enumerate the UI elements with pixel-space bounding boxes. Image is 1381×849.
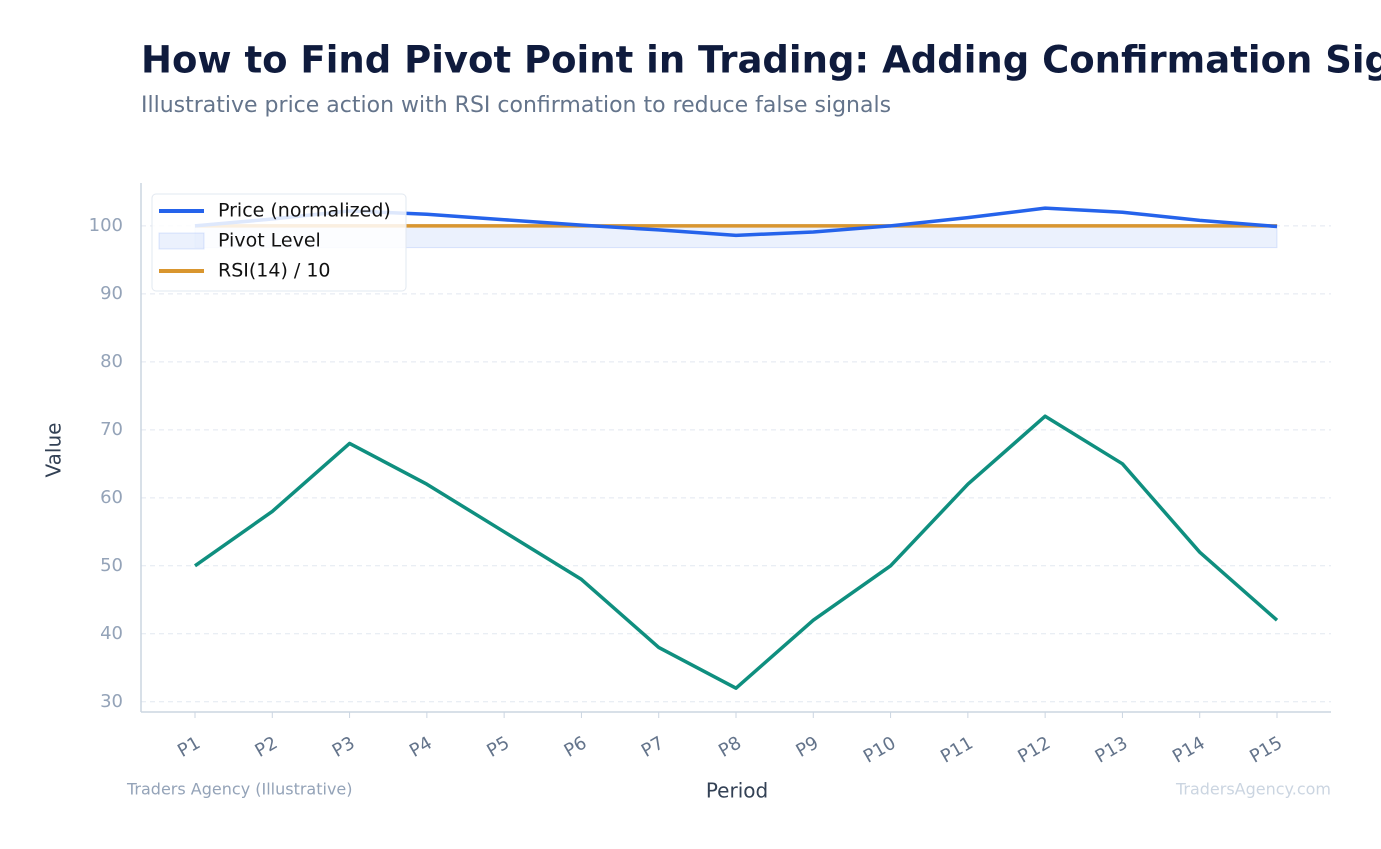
y-tick-label: 70 [100, 419, 123, 440]
y-axis-label: Value [42, 423, 66, 478]
x-tick-label: P6 [561, 732, 591, 761]
x-tick-label: P9 [792, 732, 822, 761]
x-tick-label: P7 [638, 732, 668, 761]
x-tick-label: P3 [329, 732, 359, 761]
source-note: Traders Agency (Illustrative) [126, 780, 353, 799]
x-tick-label: P5 [483, 732, 513, 761]
y-tick-label: 40 [100, 623, 123, 644]
x-tick-label: P10 [860, 732, 900, 767]
x-tick-label: P14 [1169, 732, 1209, 767]
x-tick-label: P4 [406, 732, 436, 761]
y-tick-label: 90 [100, 283, 123, 304]
legend-label: RSI(14) / 10 [218, 260, 331, 282]
y-tick-label: 60 [100, 487, 123, 508]
legend: Price (normalized) Pivot Level RSI(14) / 1… [151, 193, 407, 292]
legend-swatch [158, 232, 205, 250]
y-tick-label: 80 [100, 351, 123, 372]
x-axis-label: Period [706, 779, 768, 803]
x-tick-label: P8 [715, 732, 745, 761]
x-tick-label: P12 [1014, 732, 1054, 767]
chart-title: How to Find Pivot Point in Trading: Addi… [141, 39, 1381, 82]
legend-label: Price (normalized) [218, 200, 391, 222]
x-tick-label: P15 [1246, 732, 1286, 767]
x-tick-label: P11 [937, 732, 977, 767]
y-tick-label: 30 [100, 691, 123, 712]
y-tick-label: 100 [89, 215, 123, 236]
legend-label: Pivot Level [218, 230, 321, 252]
watermark: TradersAgency.com [1175, 780, 1331, 799]
x-tick-label: P1 [174, 732, 204, 761]
y-tick-label: 50 [100, 555, 123, 576]
legend-box [151, 193, 407, 292]
chart-subtitle: Illustrative price action with RSI confi… [141, 93, 891, 118]
series-line [193, 414, 1279, 690]
x-tick-label: P2 [251, 732, 281, 761]
x-tick-label: P13 [1092, 732, 1132, 767]
